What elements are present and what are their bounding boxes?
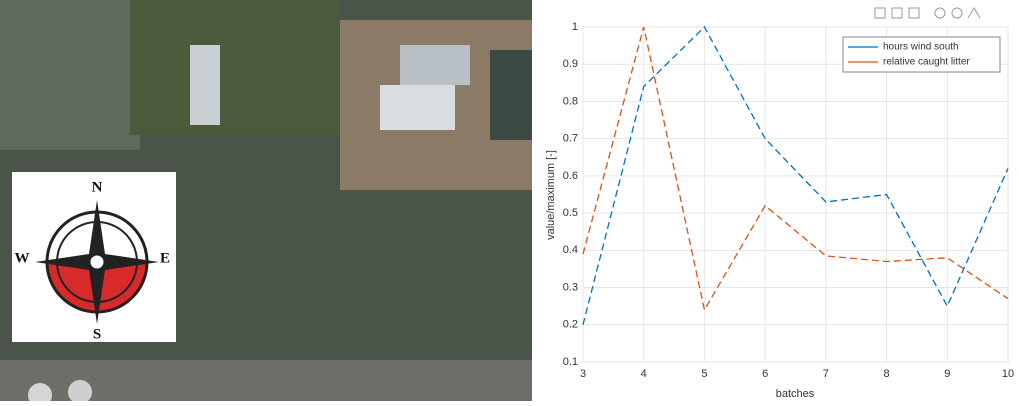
x-tick-label: 6 <box>762 368 768 380</box>
compass-label: S <box>93 326 101 342</box>
x-tick-label: 3 <box>580 368 586 380</box>
screen: N E S W batches value/maximum [-] 0.1 0.2… <box>0 0 1019 401</box>
y-tick-label: 0.8 <box>563 95 578 107</box>
x-tick-label: 9 <box>944 368 950 380</box>
legend-label: hours wind south <box>883 42 959 53</box>
y-tick-label: 0.4 <box>563 244 578 256</box>
x-tick-label: 10 <box>1002 368 1014 380</box>
y-tick-label: 0.1 <box>563 356 578 368</box>
compass-rose: N E S W <box>12 172 176 342</box>
x-tick-label: 8 <box>884 368 890 380</box>
y-tick-label: 0.3 <box>563 281 578 293</box>
legend-label: relative caught litter <box>883 57 970 68</box>
y-tick-label: 0.2 <box>563 319 578 331</box>
toolbar <box>875 8 980 18</box>
page: N E S W batches value/maximum [-] 0.1 0.2… <box>0 0 1019 401</box>
y-tick-label: 0.7 <box>563 133 578 145</box>
x-tick-label: 7 <box>823 368 829 380</box>
plot-area <box>583 27 1008 362</box>
y-tick-label: 0.5 <box>563 207 578 219</box>
y-tick-label: 1 <box>572 21 578 33</box>
x-tick-label: 5 <box>701 368 707 380</box>
compass-label: W <box>15 250 30 266</box>
compass-label: E <box>160 250 170 266</box>
x-tick-label: 4 <box>641 368 647 380</box>
y-axis-label: value/maximum [-] <box>545 150 557 240</box>
compass-label: N <box>92 179 103 195</box>
y-tick-label: 0.6 <box>563 170 578 182</box>
y-tick-label: 0.9 <box>563 58 578 70</box>
x-axis-label: batches <box>776 388 815 400</box>
